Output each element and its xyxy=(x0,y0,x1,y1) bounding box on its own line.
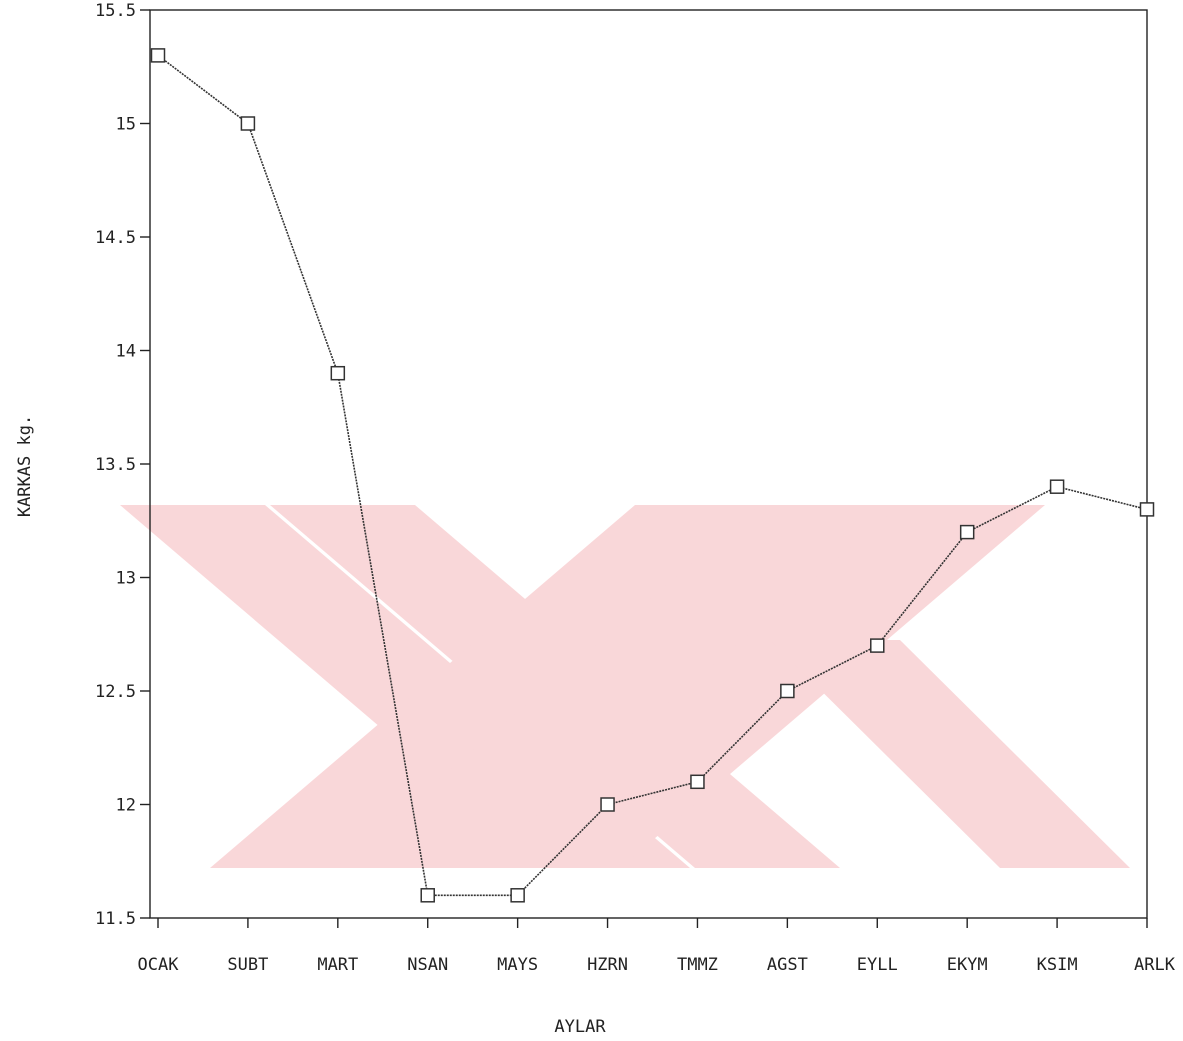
y-tick-label: 12 xyxy=(116,796,136,816)
data-point-marker xyxy=(959,524,975,540)
data-point-marker xyxy=(780,683,795,699)
x-tick-label: OCAK xyxy=(138,955,180,975)
data-point-marker xyxy=(510,888,525,903)
data-point-marker xyxy=(1049,479,1065,494)
data-point-marker xyxy=(690,774,705,790)
x-tick-label: EKYM xyxy=(947,955,988,975)
x-tick-label: AGST xyxy=(767,955,808,975)
y-tick-label: 14.5 xyxy=(95,228,136,248)
y-tick-label: 12.5 xyxy=(95,682,136,702)
x-tick-label: ARLK xyxy=(1134,955,1176,975)
data-point-marker xyxy=(150,48,166,63)
watermark xyxy=(120,505,1130,868)
data-point-marker xyxy=(600,797,615,812)
data-series xyxy=(150,48,1155,903)
x-tick-label: MAYS xyxy=(497,955,538,975)
data-point-marker xyxy=(870,638,885,653)
data-point-marker xyxy=(1139,502,1155,517)
x-tick-label: NSAN xyxy=(407,955,448,975)
data-point-marker xyxy=(240,116,256,131)
data-point-marker xyxy=(420,888,435,903)
x-tick-label: EYLL xyxy=(857,955,898,975)
x-tick-label: TMMZ xyxy=(677,955,718,975)
y-tick-label: 15.5 xyxy=(95,1,136,21)
x-tick-label: HZRN xyxy=(587,955,628,975)
x-tick-label: KSIM xyxy=(1037,955,1078,975)
x-tick-label: MART xyxy=(317,955,358,975)
y-axis-title: KARKAS kg. xyxy=(15,415,35,517)
y-tick-label: 13 xyxy=(116,569,136,589)
y-axis-ticks: 11.5 12 12.5 13 13.5 14 14.5 15 15.5 xyxy=(95,1,150,929)
y-tick-label: 15 xyxy=(116,115,136,135)
y-tick-label: 14 xyxy=(116,342,136,362)
y-tick-label: 13.5 xyxy=(95,455,136,475)
x-axis-title: AYLAR xyxy=(554,1017,606,1037)
data-point-marker xyxy=(330,365,346,381)
x-tick-label: SUBT xyxy=(227,955,268,975)
series-line xyxy=(157,54,1148,897)
x-axis-ticks: OCAK SUBT MART NSAN MAYS HZRN TMMZ AGST EYLL EKYM… xyxy=(138,918,1176,975)
y-tick-label: 11.5 xyxy=(95,909,136,929)
